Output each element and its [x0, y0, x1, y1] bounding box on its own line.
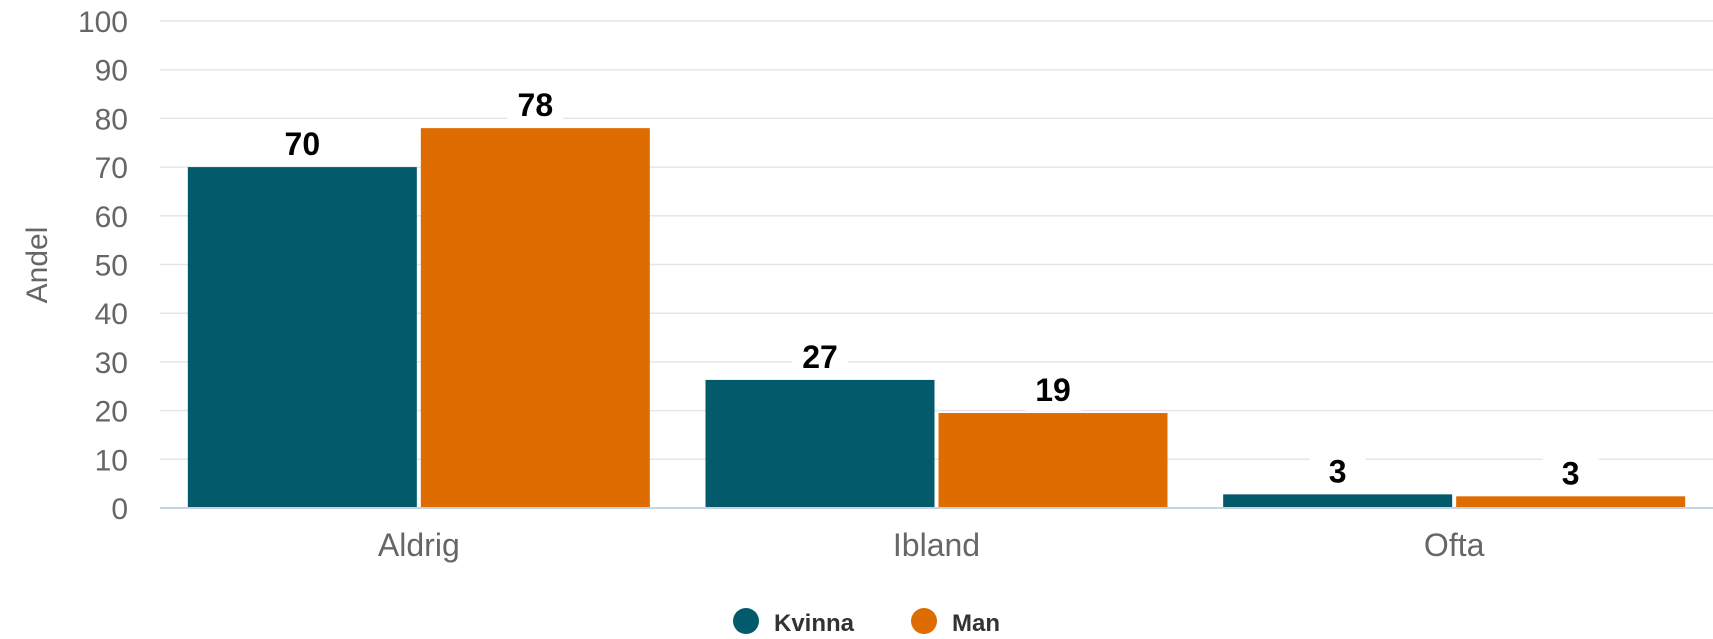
bar-man-ibland[interactable]: [938, 413, 1168, 508]
grid-lines: [160, 20, 1713, 461]
y-tick-label: 40: [95, 298, 128, 331]
y-tick-label: 20: [95, 396, 128, 429]
legend-marker-icon: [911, 608, 937, 634]
bar-man-ofta[interactable]: [1456, 496, 1686, 508]
x-category-label: Aldrig: [378, 527, 460, 563]
x-category-label: Ofta: [1424, 527, 1485, 563]
legend-label: Man: [952, 610, 1000, 637]
x-category-label: Ibland: [893, 527, 980, 563]
bar-kvinna-aldrig[interactable]: [187, 167, 417, 508]
data-label-backdrop: [507, 86, 564, 127]
bar-kvinna-ofta[interactable]: [1223, 494, 1453, 508]
data-label: 3: [1329, 453, 1347, 489]
legend-item-kvinna[interactable]: Kvinna: [733, 608, 855, 637]
y-tick-label: 60: [95, 201, 128, 234]
data-label: 78: [518, 87, 554, 123]
y-tick-label: 80: [95, 103, 128, 136]
legend-marker-icon: [733, 608, 759, 634]
y-axis-title: Andel: [21, 227, 54, 304]
data-label: 70: [285, 126, 321, 162]
y-tick-label: 50: [95, 250, 128, 283]
data-label: 27: [802, 339, 838, 375]
legend[interactable]: Kvinna Man: [733, 608, 1000, 637]
data-label-backdrop: [1542, 454, 1599, 495]
data-label: 19: [1035, 372, 1071, 408]
bar-man-aldrig[interactable]: [420, 128, 650, 508]
legend-item-man[interactable]: Man: [911, 608, 1000, 637]
y-tick-label: 30: [95, 347, 128, 380]
bars: [187, 128, 1686, 508]
y-tick-label: 70: [95, 152, 128, 185]
data-label-backdrop: [1309, 452, 1366, 493]
data-label: 3: [1562, 455, 1580, 491]
y-axis-ticks: 0 10 20 30 40 50 60 70 80 90 100: [78, 6, 128, 526]
y-tick-label: 90: [95, 55, 128, 88]
data-label-backdrop: [792, 337, 848, 378]
bar-kvinna-ibland[interactable]: [705, 379, 935, 508]
data-label-backdrop: [1025, 371, 1081, 412]
data-label-backdrop: [274, 125, 331, 166]
data-labels: 70 78 27 19 3 3: [274, 86, 1599, 495]
legend-label: Kvinna: [774, 610, 855, 637]
x-axis-categories: Aldrig Ibland Ofta: [378, 527, 1485, 563]
y-tick-label: 100: [78, 6, 128, 39]
y-tick-label: 10: [95, 444, 128, 477]
y-tick-label: 0: [111, 493, 128, 526]
